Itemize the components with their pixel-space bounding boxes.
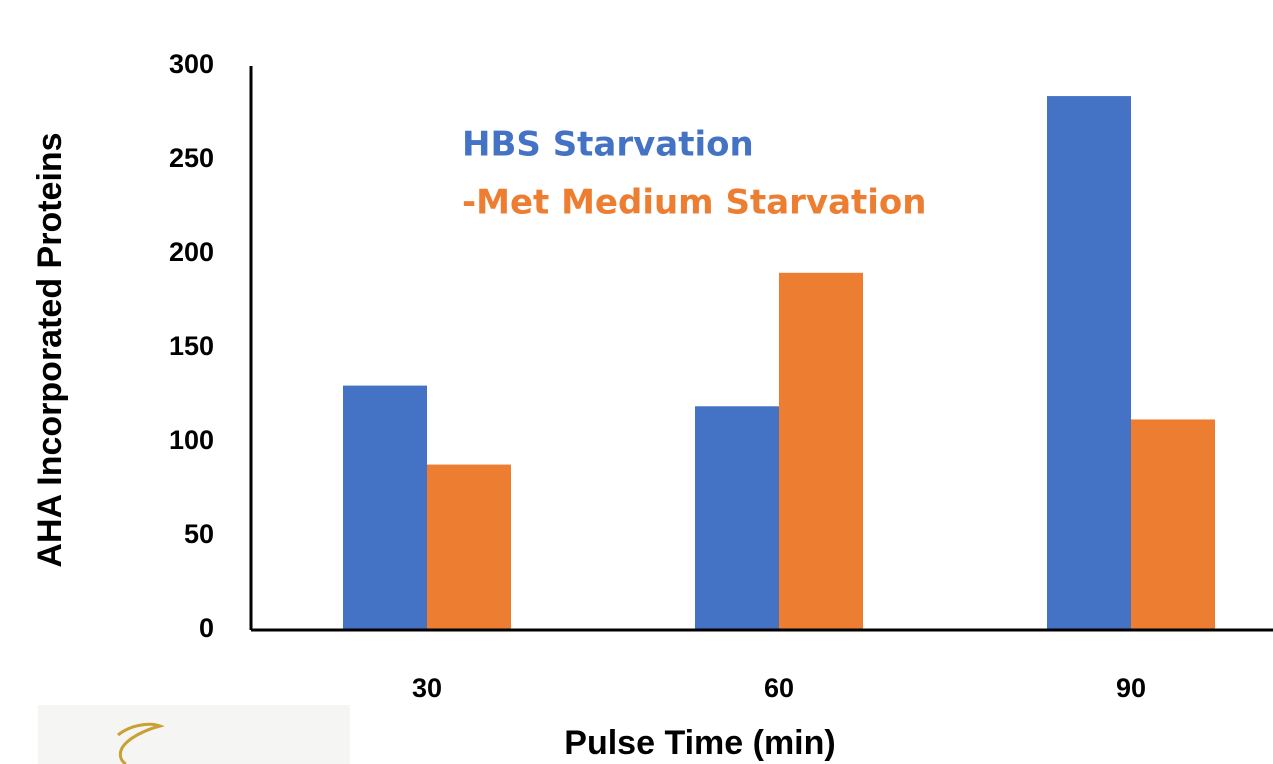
bar	[427, 465, 511, 630]
y-tick-label: 300	[169, 49, 214, 79]
legend-entry: HBS Starvation	[462, 125, 754, 165]
y-tick-label: 100	[169, 425, 214, 455]
y-tick-label: 200	[169, 237, 214, 267]
bar	[695, 406, 779, 630]
x-tick-label: 60	[764, 673, 794, 703]
bar	[343, 386, 427, 630]
y-tick-label: 250	[169, 143, 214, 173]
y-axis-title: AHA Incorporated Proteins	[31, 132, 69, 567]
x-tick-label: 90	[1116, 673, 1146, 703]
legend-entry: -Met Medium Starvation	[462, 183, 926, 223]
bar	[1047, 96, 1131, 630]
y-tick-label: 50	[184, 519, 214, 549]
x-tick-label: 30	[412, 673, 442, 703]
bar	[1131, 419, 1215, 630]
y-tick-label: 0	[199, 613, 214, 643]
bar	[779, 273, 863, 630]
x-axis-title: Pulse Time (min)	[564, 724, 835, 762]
chart: Pulse Time (min) AHA Incorporated Protei…	[0, 0, 1273, 764]
y-tick-label: 150	[169, 331, 214, 361]
photo-fragment	[38, 705, 350, 764]
